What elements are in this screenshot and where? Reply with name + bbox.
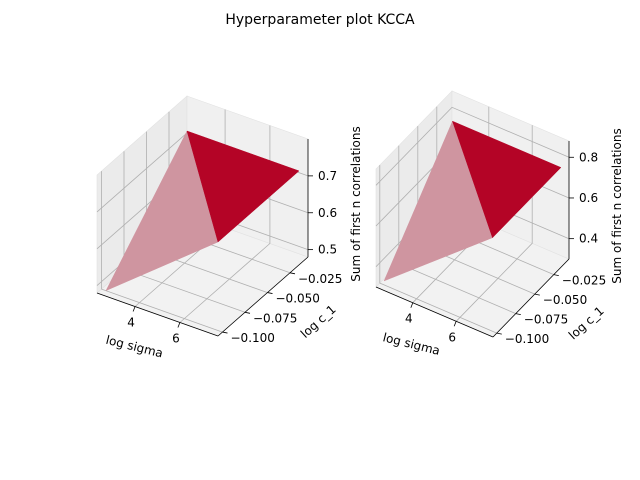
y-tick-mark (534, 293, 540, 296)
x-tick-label: 6 (172, 331, 180, 345)
x-tick-label: 4 (127, 316, 135, 330)
y-tick-mark (515, 313, 521, 315)
z-tick-label: 0.5 (318, 243, 337, 257)
y-tick-label: −0.100 (505, 332, 549, 346)
y-tick-mark (496, 332, 502, 335)
y-tick-mark (289, 272, 296, 275)
z-axis-label: Sum of first n correlations (610, 128, 624, 283)
z-tick-label: 0.6 (318, 206, 337, 220)
z-tick-label: 0.4 (579, 232, 598, 246)
y-tick-label: −0.075 (253, 311, 297, 325)
y-axis-label: log c_1 (298, 302, 339, 341)
x-tick-mark (132, 306, 136, 312)
y-gridline (101, 171, 223, 333)
y-axis-line (217, 256, 309, 337)
x-tick-label: 6 (448, 330, 456, 344)
y-tick-mark (553, 274, 559, 276)
x-axis-label: log sigma (104, 333, 164, 361)
surface-plot-2: 4 6 −0.100 −0.075 −0.050 −0.025 0.4 0.6 0.8 log s… (375, 90, 624, 358)
y-tick-label: −0.025 (562, 274, 606, 288)
x-axis-line (375, 286, 494, 338)
z-tick-label: 0.6 (579, 191, 598, 205)
y-tick-label: −0.075 (524, 313, 568, 327)
y-tick-mark (267, 292, 273, 294)
x-axis-line (96, 292, 219, 337)
z-axis-label: Sum of first n correlations (349, 126, 363, 281)
y-tick-label: −0.100 (231, 331, 275, 345)
x-axis-label: log sigma (381, 330, 441, 358)
surface-plot-1: 4 6 −0.100 −0.075 −0.050 −0.025 0.5 0.6 0.7 log s… (96, 95, 363, 361)
y-axis-line (492, 258, 570, 338)
y-tick-mark (222, 331, 228, 334)
x-tick-label: 4 (405, 312, 413, 326)
y-tick-mark (244, 311, 251, 314)
y-tick-label: −0.025 (298, 272, 342, 286)
y-tick-label: −0.050 (543, 293, 587, 307)
figure-title: Hyperparameter plot KCCA (225, 12, 415, 28)
y-tick-label: −0.050 (276, 292, 320, 306)
x-tick-mark (453, 321, 457, 327)
y-axis-label: log c_1 (566, 304, 607, 343)
z-tick-label: 0.7 (318, 169, 337, 183)
z-gridline (375, 106, 570, 186)
z-tick-label: 0.8 (579, 150, 598, 164)
surface-facet (186, 130, 300, 243)
y-gridline (379, 165, 497, 334)
x-tick-mark (410, 302, 414, 308)
surface-facet (452, 120, 562, 239)
x-tick-mark (177, 322, 181, 328)
